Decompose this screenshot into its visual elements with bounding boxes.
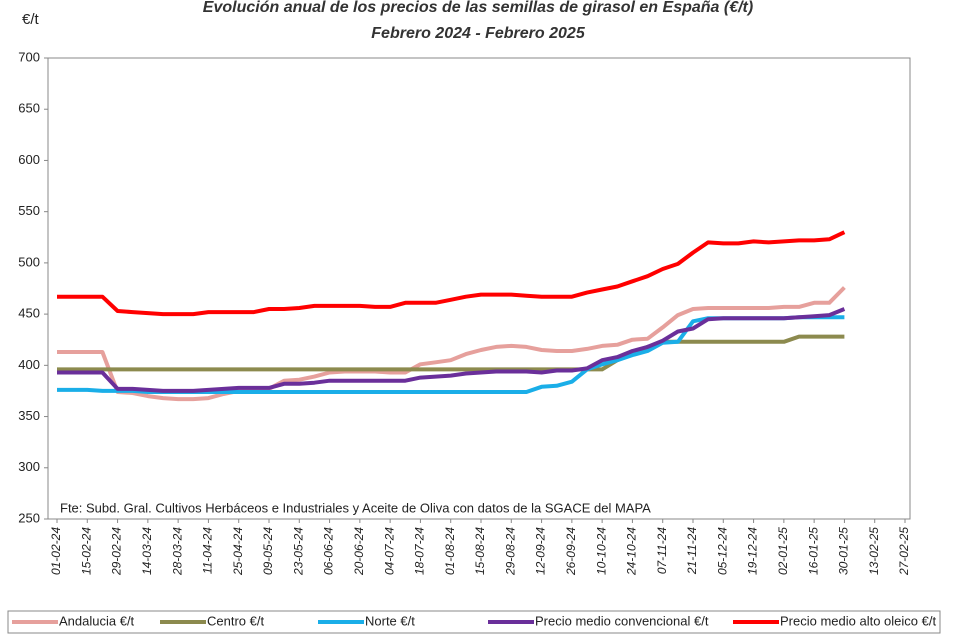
x-tick-label: 29-02-24 xyxy=(110,527,124,576)
x-tick-label: 21-11-24 xyxy=(685,527,699,575)
x-tick-label: 15-02-24 xyxy=(79,527,93,575)
legend-box xyxy=(7,610,941,634)
x-tick-label: 15-08-24 xyxy=(473,527,487,575)
x-tick-label: 05-12-24 xyxy=(715,527,729,575)
legend-label: Norte €/t xyxy=(365,613,415,628)
y-tick-label: 650 xyxy=(18,101,40,116)
x-tick-label: 12-09-24 xyxy=(534,527,548,575)
series-line xyxy=(57,315,845,394)
legend-label: Andalucia €/t xyxy=(59,613,135,628)
y-tick-label: 400 xyxy=(18,357,40,372)
x-tick-label: 20-06-24 xyxy=(352,527,366,576)
x-tick-label: 02-01-25 xyxy=(776,527,790,575)
x-tick-label: 29-08-24 xyxy=(503,527,517,576)
series-line xyxy=(57,230,846,317)
x-tick-label: 16-01-25 xyxy=(806,527,820,575)
y-tick-label: 550 xyxy=(18,203,40,218)
y-tick-label: 350 xyxy=(18,408,40,423)
legend-label: Centro €/t xyxy=(207,613,264,628)
y-tick-label: 700 xyxy=(18,49,40,64)
x-tick-label: 01-02-24 xyxy=(49,527,63,575)
x-tick-label: 25-04-24 xyxy=(231,527,245,576)
y-tick-label: 250 xyxy=(18,510,40,525)
x-tick-label: 24-10-24 xyxy=(625,527,639,576)
series-line xyxy=(57,307,846,393)
x-tick-label: 07-11-24 xyxy=(655,527,669,574)
legend-label: Precio medio alto oleico €/t xyxy=(780,613,936,628)
x-tick-label: 06-06-24 xyxy=(322,527,336,575)
y-tick-label: 600 xyxy=(18,152,40,167)
plot-frame xyxy=(47,57,911,520)
series-line xyxy=(57,334,845,372)
x-tick-label: 10-10-24 xyxy=(594,527,608,575)
x-tick-label: 28-03-24 xyxy=(170,527,184,576)
chart-subtitle: Febrero 2024 - Febrero 2025 xyxy=(371,25,586,42)
series-line xyxy=(57,286,846,402)
y-tick-label: 450 xyxy=(18,306,40,321)
legend-label: Precio medio convencional €/t xyxy=(535,613,709,628)
x-tick-label: 26-09-24 xyxy=(564,527,578,576)
x-tick-label: 11-04-24 xyxy=(201,527,215,574)
x-tick-label: 04-07-24 xyxy=(382,527,396,575)
source-note: Fte: Subd. Gral. Cultivos Herbáceos e In… xyxy=(60,500,651,515)
x-tick-label: 18-07-24 xyxy=(413,527,427,575)
chart-title: Evolución anual de los precios de las se… xyxy=(203,0,753,16)
x-tick-label: 14-03-24 xyxy=(140,527,154,575)
x-tick-label: 09-05-24 xyxy=(261,527,275,575)
x-tick-label: 23-05-24 xyxy=(291,527,305,576)
y-tick-label: 300 xyxy=(18,459,40,474)
x-tick-label: 01-08-24 xyxy=(443,527,457,575)
x-tick-label: 19-12-24 xyxy=(746,527,760,575)
y-tick-label: 500 xyxy=(18,254,40,269)
x-tick-label: 30-01-25 xyxy=(837,527,851,575)
x-tick-label: 27-02-25 xyxy=(897,527,911,576)
y-axis-label: €/t xyxy=(22,11,40,28)
x-tick-label: 13-02-25 xyxy=(867,527,881,575)
